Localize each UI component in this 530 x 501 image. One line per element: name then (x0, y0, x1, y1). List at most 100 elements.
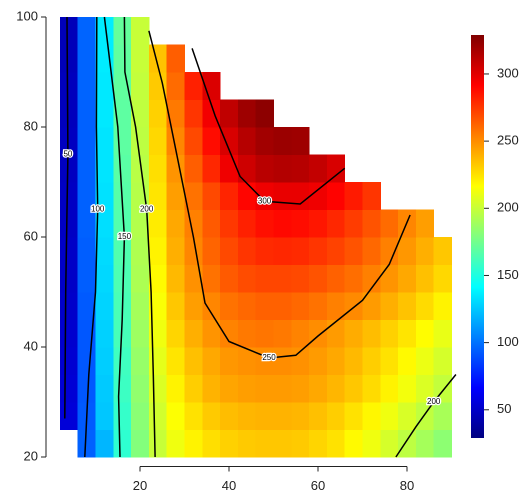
heatmap-cell (95, 237, 114, 265)
heatmap-cell (166, 127, 185, 155)
x-tick-label: 40 (222, 478, 236, 493)
heatmap-cell (131, 127, 150, 155)
heatmap-cell (255, 209, 274, 238)
heatmap-cell (131, 402, 150, 430)
heatmap-cell (273, 402, 292, 430)
heatmap-cell (148, 237, 168, 265)
heatmap-cell (131, 72, 150, 100)
heatmap-cell (113, 127, 132, 155)
heatmap-cell (291, 292, 310, 320)
x-tick-label: 20 (133, 478, 147, 493)
heatmap-cell (59, 17, 79, 45)
heatmap-cell (77, 347, 96, 375)
heatmap-cell (273, 264, 292, 293)
heatmap-cell (237, 154, 257, 183)
heatmap-cell (220, 154, 239, 183)
heatmap-cell (113, 347, 132, 375)
heatmap-cell (291, 237, 310, 265)
heatmap-cell (220, 209, 239, 238)
heatmap-cell (220, 99, 239, 128)
heatmap-cell (362, 402, 381, 430)
heatmap-cell (309, 402, 328, 430)
heatmap-cell (380, 402, 399, 430)
heatmap-cell (433, 429, 452, 458)
heatmap-cell (255, 99, 274, 128)
heatmap-cell (326, 402, 346, 430)
heatmap-cell (59, 402, 79, 430)
heatmap-cell (166, 319, 185, 348)
heatmap-cell (220, 374, 239, 403)
heatmap-cell (202, 99, 221, 128)
heatmap-cell (184, 99, 203, 128)
heatmap-cell (237, 99, 257, 128)
heatmap-cell (344, 402, 363, 430)
heatmap-cell (166, 44, 185, 73)
y-tick-label: 20 (24, 448, 38, 463)
heatmap-cell (202, 154, 221, 183)
contour-label: 100 (91, 205, 105, 214)
heatmap-cell (344, 347, 363, 375)
heatmap-cell (398, 292, 417, 320)
x-tick-label: 60 (311, 478, 325, 493)
heatmap-cell (77, 154, 96, 183)
heatmap-cell (273, 209, 292, 238)
heatmap-cell (95, 347, 114, 375)
heatmap-cell (202, 402, 221, 430)
heatmap-cell (77, 209, 96, 238)
heatmap-cell (59, 237, 79, 265)
heatmap-cell (59, 99, 79, 128)
heatmap-cell (59, 319, 79, 348)
heatmap-cell (326, 182, 346, 210)
heatmap-cell (326, 237, 346, 265)
heatmap-cell (95, 17, 114, 45)
heatmap-cell (273, 292, 292, 320)
heatmap-cell (237, 264, 257, 293)
colorbar (471, 35, 484, 438)
heatmap-cell (291, 182, 310, 210)
heatmap-cell (433, 292, 452, 320)
heatmap-cell (166, 292, 185, 320)
heatmap-cell (415, 264, 435, 293)
heatmap-cell (237, 347, 257, 375)
heatmap-cell (309, 347, 328, 375)
heatmap-cell (255, 237, 274, 265)
heatmap-cell (59, 374, 79, 403)
heatmap-cell (131, 429, 150, 458)
heatmap-cell (148, 127, 168, 155)
contour-label: 150 (118, 232, 132, 241)
heatmap-cell (309, 319, 328, 348)
heatmap-cell (326, 429, 346, 458)
heatmap-cell (77, 72, 96, 100)
heatmap-cell (148, 209, 168, 238)
heatmap-cell (415, 319, 435, 348)
heatmap-cell (291, 402, 310, 430)
heatmap-cell (202, 264, 221, 293)
heatmap-cell (95, 182, 114, 210)
heatmap-cell (291, 264, 310, 293)
heatmap-cell (309, 182, 328, 210)
heatmap-cell (344, 264, 363, 293)
heatmap-cell (326, 292, 346, 320)
heatmap-cell (255, 402, 274, 430)
heatmap-cell (95, 72, 114, 100)
heatmap-cell (326, 264, 346, 293)
heatmap-cell (148, 264, 168, 293)
heatmap-cell (326, 347, 346, 375)
heatmap-cell (273, 429, 292, 458)
heatmap-cell (344, 209, 363, 238)
heatmap-cell (59, 154, 79, 183)
colorbar-tick-label: 300 (497, 65, 519, 80)
heatmap-cell (131, 44, 150, 73)
heatmap-cell (380, 209, 399, 238)
heatmap-cell (95, 319, 114, 348)
heatmap-cell (273, 319, 292, 348)
colorbar-tick-label: 150 (497, 267, 519, 282)
y-tick-label: 60 (24, 228, 38, 243)
contour-line (84, 16, 99, 458)
heatmap-cell (202, 209, 221, 238)
contour-label: 200 (427, 397, 441, 406)
heatmap-cell (255, 319, 274, 348)
heatmap-cell (95, 402, 114, 430)
heatmap-cell (77, 44, 96, 73)
colorbar-tick-label: 250 (497, 133, 519, 148)
